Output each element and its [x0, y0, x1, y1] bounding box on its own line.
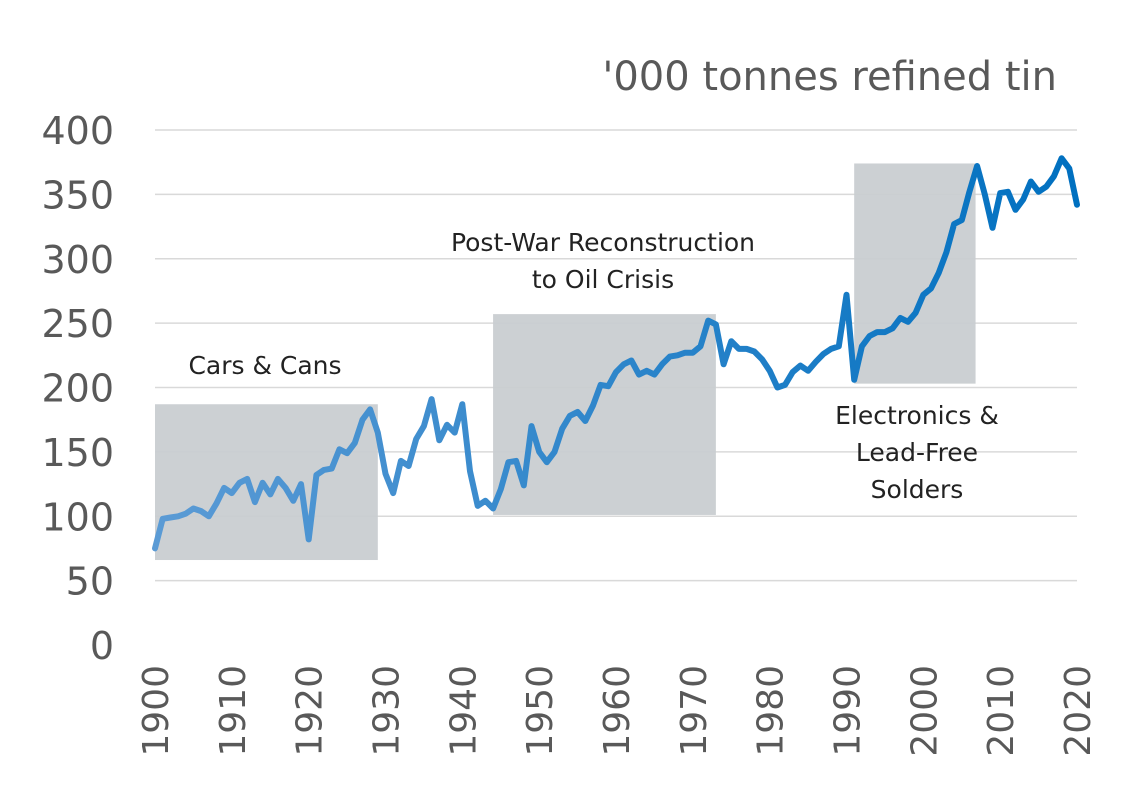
x-tick-label: 1960 — [597, 665, 638, 757]
y-tick-label: 50 — [66, 560, 114, 604]
x-axis-ticks: 1900 1910 1920 1930 1940 1950 1960 1970 1980 1990… — [136, 665, 1099, 757]
annotation-label: Cars & Cans — [188, 351, 341, 380]
shaded-periods — [155, 163, 976, 561]
y-tick-label: 150 — [41, 431, 114, 475]
x-tick-label: 1900 — [136, 665, 177, 757]
y-tick-label: 400 — [41, 109, 114, 153]
x-tick-label: 1940 — [443, 665, 484, 757]
series-layer — [152, 155, 1080, 552]
y-tick-label: 0 — [90, 624, 114, 668]
series-line-1 — [152, 155, 1080, 552]
annotation-labels: Cars & Cans Post-War Reconstruction to Oil… — [188, 228, 998, 504]
annotation-label: Lead-Free — [856, 438, 978, 467]
y-axis-ticks: 0 50 100 150 200 250 300 350 400 — [41, 109, 114, 668]
x-tick-label: 1950 — [520, 665, 561, 757]
shaded-period-2 — [493, 314, 716, 515]
shaded-period-3 — [854, 163, 976, 384]
x-tick-label: 1930 — [367, 665, 408, 757]
annotation-label: to Oil Crisis — [532, 265, 674, 294]
chart-title: '000 tonnes refined tin — [602, 54, 1057, 100]
annotation-label: Post-War Reconstruction — [451, 228, 755, 257]
annotation-label: Solders — [871, 475, 964, 504]
x-tick-label: 1910 — [213, 665, 254, 757]
annotation-label: Electronics & — [835, 401, 999, 430]
y-tick-label: 300 — [41, 238, 114, 282]
y-tick-label: 350 — [41, 173, 114, 217]
x-tick-label: 1990 — [828, 665, 869, 757]
x-tick-label: 2000 — [904, 665, 945, 757]
x-tick-label: 1920 — [290, 665, 331, 757]
x-tick-label: 2010 — [981, 665, 1022, 757]
x-tick-label: 1970 — [674, 665, 715, 757]
shaded-period-1 — [155, 404, 378, 561]
y-tick-label: 200 — [41, 367, 114, 411]
y-tick-label: 250 — [41, 302, 114, 346]
y-tick-label: 100 — [41, 495, 114, 539]
x-tick-label: 1980 — [751, 665, 792, 757]
x-tick-label: 2020 — [1058, 665, 1099, 757]
